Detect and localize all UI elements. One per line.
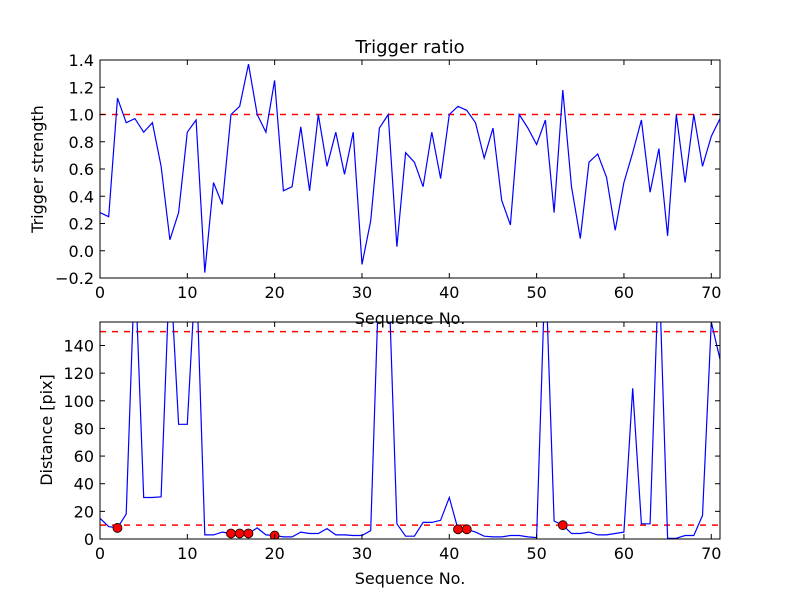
series-line-trigger-strength <box>100 63 720 273</box>
plot-area <box>100 322 720 539</box>
x-tick-label: 50 <box>526 283 546 302</box>
axes-frame <box>99 321 721 540</box>
y-tick-label: 60 <box>74 447 94 466</box>
bottom-y-axis-label: Distance [pix] <box>37 374 56 486</box>
x-tick-label: 70 <box>701 544 721 563</box>
plot-area <box>100 63 720 273</box>
y-tick-label: −0.2 <box>55 269 94 288</box>
x-tick-label: 10 <box>177 283 197 302</box>
x-tick-label: 40 <box>439 283 459 302</box>
y-tick-label: 1.4 <box>69 51 94 70</box>
y-tick-label: 140 <box>63 336 94 355</box>
y-tick-label: 40 <box>74 475 94 494</box>
y-tick-label: 120 <box>63 364 94 383</box>
y-tick-label: 0.0 <box>69 242 94 261</box>
x-tick-label: 0 <box>95 283 105 302</box>
top-axes-trigger-ratio: Trigger ratio Sequence No. Trigger stren… <box>28 37 721 328</box>
bottom-axes-distance: Sequence No. Distance [pix] 0 10 20 30 40 50 6… <box>37 321 721 588</box>
series-line-distance <box>100 322 720 539</box>
x-tick-label: 20 <box>264 544 284 563</box>
y-tick-label: 0.8 <box>69 133 94 152</box>
x-tick-label: 50 <box>526 544 546 563</box>
x-tick-label: 30 <box>352 544 372 563</box>
chart-title: Trigger ratio <box>354 37 464 58</box>
y-tick-label: 20 <box>74 502 94 521</box>
selected-point-marker <box>243 528 254 539</box>
selected-point-marker <box>226 528 236 539</box>
selected-point-marker <box>461 524 472 535</box>
selected-point-marker <box>112 523 123 533</box>
selected-point-marker <box>453 524 463 535</box>
x-tick-label: 60 <box>614 544 634 563</box>
y-tick-label: 0 <box>84 530 94 549</box>
y-tick-label: 0.6 <box>69 160 94 179</box>
y-tick-label: 80 <box>74 419 94 438</box>
y-tick-label: 1.2 <box>69 78 94 97</box>
y-tick-label: 100 <box>63 392 94 411</box>
top-y-axis-label: Trigger strength <box>28 105 47 234</box>
y-tick-label: 1.0 <box>69 106 94 125</box>
selected-point-marker <box>234 528 245 539</box>
x-tick-label: 10 <box>177 544 197 563</box>
x-tick-label: 70 <box>701 283 721 302</box>
x-tick-label: 60 <box>614 283 634 302</box>
x-tick-label: 20 <box>264 283 284 302</box>
x-tick-label: 30 <box>352 283 372 302</box>
top-x-axis-label: Sequence No. <box>355 309 466 328</box>
x-tick-label: 40 <box>439 544 459 563</box>
selected-point-marker <box>557 520 568 531</box>
bottom-x-axis-label: Sequence No. <box>355 569 466 588</box>
y-tick-label: 0.2 <box>69 215 94 234</box>
y-tick-label: 0.4 <box>69 187 94 206</box>
x-tick-label: 0 <box>95 544 105 563</box>
